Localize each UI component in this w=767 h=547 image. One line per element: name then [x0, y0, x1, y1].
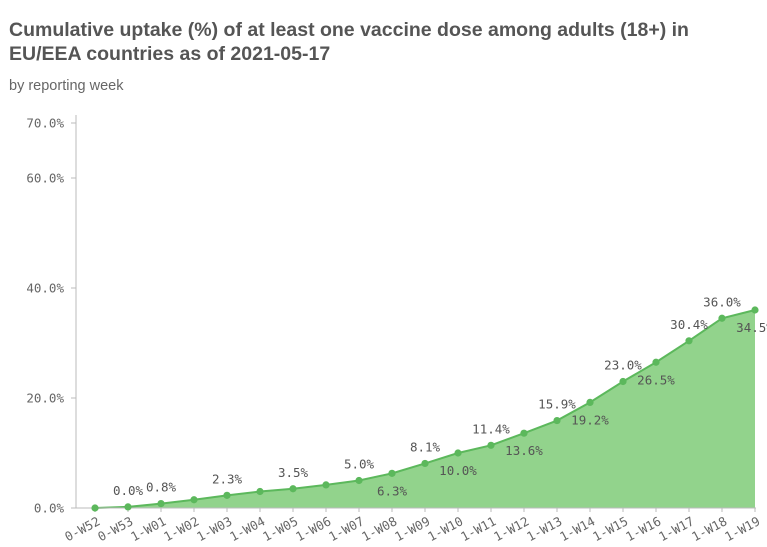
data-label: 8.1%	[410, 439, 441, 454]
data-label: 26.5%	[637, 372, 675, 387]
x-tick-label: 1-W07	[326, 513, 366, 544]
data-label: 34.5%	[736, 320, 767, 335]
data-label: 23.0%	[604, 358, 642, 373]
x-tick-label: 1-W09	[392, 513, 432, 544]
data-point	[256, 487, 264, 496]
x-tick-label: 1-W19	[722, 513, 762, 544]
x-tick-label: 1-W02	[161, 513, 201, 544]
y-tick-label: 0.0%	[34, 501, 65, 516]
data-point	[619, 377, 627, 386]
data-label: 3.5%	[278, 465, 309, 480]
data-point	[520, 429, 528, 437]
x-tick-label: 1-W03	[194, 513, 234, 544]
x-tick-label: 1-W11	[458, 513, 498, 544]
data-point	[388, 469, 396, 477]
x-tick-label: 1-W08	[359, 513, 399, 544]
y-tick-label: 20.0%	[26, 391, 64, 406]
data-point	[190, 496, 198, 504]
data-label: 10.0%	[439, 463, 477, 478]
data-label: 30.4%	[670, 317, 708, 332]
x-tick-label: 1-W15	[590, 513, 630, 544]
x-tick-label: 1-W01	[128, 513, 168, 544]
x-tick-label: 1-W17	[656, 513, 696, 544]
data-point	[487, 441, 495, 449]
data-label: 36.0%	[703, 294, 741, 309]
y-tick-label: 70.0%	[26, 116, 64, 131]
x-tick-label: 1-W18	[689, 513, 729, 544]
x-tick-label: 1-W16	[623, 513, 663, 544]
chart-subtitle: by reporting week	[9, 78, 124, 94]
y-tick-label: 60.0%	[26, 171, 64, 186]
data-point	[157, 500, 165, 508]
data-label: 6.3%	[377, 483, 408, 498]
data-point	[124, 503, 132, 511]
chart-title: Cumulative uptake (%) of at least one va…	[9, 19, 689, 65]
data-point	[289, 485, 297, 493]
data-point	[751, 306, 759, 314]
data-point	[91, 504, 99, 512]
data-point	[718, 314, 726, 322]
data-label: 13.6%	[505, 443, 543, 458]
data-point	[355, 476, 363, 485]
data-label: 19.2%	[571, 412, 609, 427]
x-tick-label: 1-W12	[491, 513, 531, 544]
x-tick-label: 0-W52	[62, 513, 102, 544]
data-label: 2.3%	[212, 471, 243, 486]
x-tick-label: 1-W13	[524, 513, 564, 544]
data-label: 15.9%	[538, 397, 576, 412]
data-label: 11.4%	[472, 421, 510, 436]
data-point	[586, 398, 594, 406]
x-tick-label: 1-W10	[425, 513, 465, 544]
data-point	[223, 491, 231, 499]
data-label: 0.8%	[146, 480, 177, 495]
x-tick-label: 1-W04	[227, 513, 267, 544]
data-label: 5.0%	[344, 457, 375, 472]
data-point	[553, 416, 561, 425]
series-area-fill	[95, 310, 755, 508]
data-label: 0.0%	[113, 483, 144, 498]
y-tick-label: 40.0%	[26, 281, 64, 296]
x-tick-label: 0-W53	[95, 513, 135, 544]
x-tick-label: 1-W06	[293, 513, 333, 544]
data-point	[454, 449, 462, 457]
data-point	[685, 337, 693, 345]
data-point	[322, 481, 330, 489]
data-point	[652, 358, 660, 366]
x-tick-label: 1-W14	[557, 513, 597, 544]
x-tick-label: 1-W05	[260, 513, 300, 544]
data-point	[421, 459, 429, 468]
